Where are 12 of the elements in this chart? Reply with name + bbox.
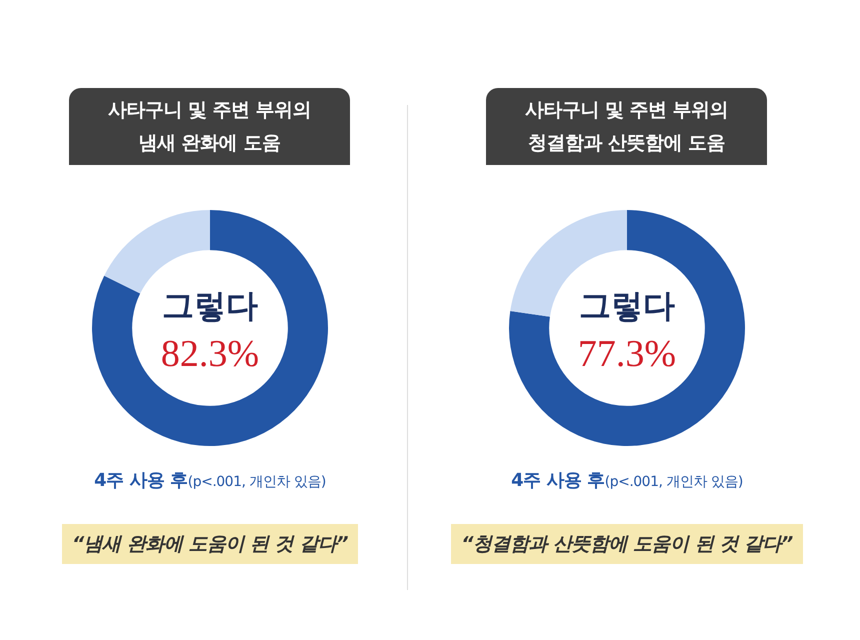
data-label: 77.3% (578, 332, 676, 375)
text: “청결함과 산뜻함에 도움이 된 것 같다” (451, 524, 803, 564)
text: 4주 사용 후 (94, 470, 188, 491)
chart-title: 사타구니 및 주변 부위의 청결함과 산뜻함에 도움 (486, 88, 767, 165)
text: (p<.001, 개인차 있음) (188, 474, 326, 490)
text: (p<.001, 개인차 있음) (604, 474, 743, 490)
data-label: 82.3% (160, 332, 260, 375)
text: 4주 사용 후 (511, 470, 605, 491)
slice-label: 그렇다 (579, 286, 675, 324)
slice-label: 그렇다 (162, 286, 258, 324)
chart-title: 사타구니 및 주변 부위의 냄새 완화에 도움 (69, 88, 350, 165)
text: “냄새 완화에 도움이 된 것 같다” (62, 524, 358, 564)
